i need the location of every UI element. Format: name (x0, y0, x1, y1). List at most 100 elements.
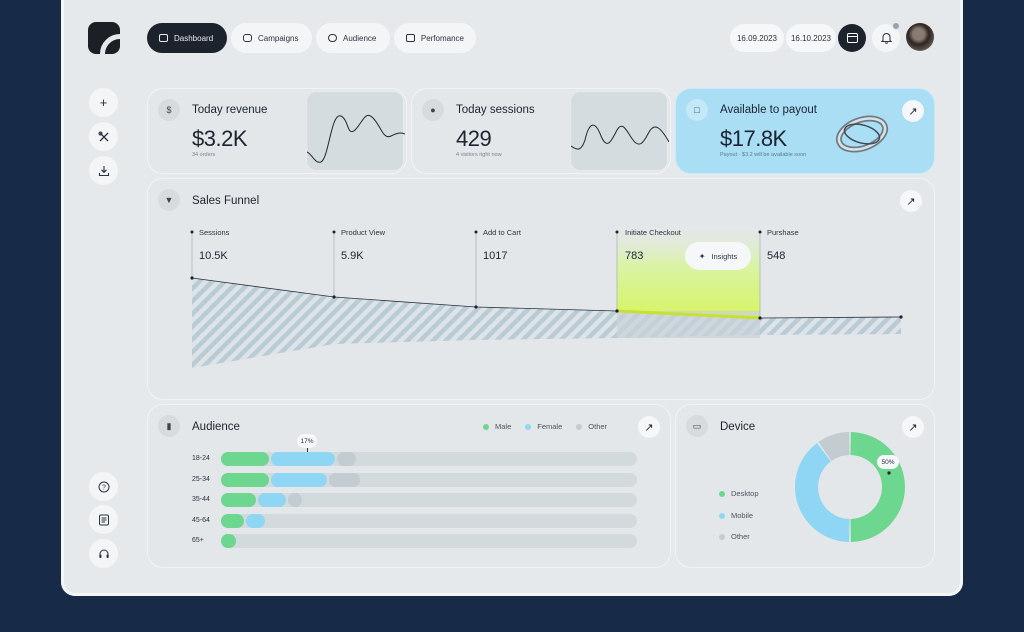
audience-bar-male[interactable] (221, 493, 257, 507)
plus-icon: + (99, 95, 108, 110)
audience-title: Audience (192, 421, 240, 433)
age-label: 45-64 (192, 516, 210, 524)
funnel-title: Sales Funnel (192, 195, 260, 207)
open-device-button[interactable]: ↗ (902, 416, 924, 438)
legend-mobile: Mobile (719, 511, 753, 520)
device-title: Device (720, 421, 756, 433)
wallet-icon (243, 34, 252, 42)
stage-value: 1017 (483, 250, 508, 262)
sessions-sparkline (570, 91, 670, 171)
tab-audience[interactable]: Audience (316, 23, 390, 53)
tools-icon (98, 131, 108, 141)
tab-performance[interactable]: Perfomance (394, 23, 476, 53)
insights-label: Insights (711, 251, 738, 261)
insights-button[interactable]: ✦ Insights (685, 242, 751, 270)
audience-bar-male[interactable] (221, 452, 269, 466)
ring-illustration (834, 111, 890, 157)
donut-callout-dot (887, 471, 891, 475)
age-label: 18-24 (192, 455, 210, 462)
legend-label: Mobile (731, 511, 754, 520)
audience-bar-female[interactable] (270, 452, 336, 466)
open-audience-button[interactable]: ↗ (638, 416, 660, 438)
age-label: 25-34 (192, 475, 210, 483)
stage-value: 10.5K (199, 250, 228, 262)
legend-swatch (719, 490, 725, 497)
age-label: 65+ (192, 537, 204, 544)
stage-label: Add to Cart (483, 228, 521, 237)
headset-icon (98, 549, 109, 558)
legend-other: Other (719, 532, 750, 541)
reports-button[interactable] (89, 505, 118, 534)
stage-label: Initiate Checkout (625, 228, 681, 237)
legend-desktop: Desktop (719, 489, 759, 498)
sessions-card: ● Today sessions 429 4 visitors right no… (411, 88, 671, 174)
donut-slice-desktop[interactable] (850, 432, 905, 542)
avatar[interactable] (906, 23, 934, 51)
audience-bar-female[interactable] (270, 472, 328, 487)
legend-swatch (576, 423, 583, 430)
audience-bar-other[interactable] (329, 472, 361, 487)
payout-title: Available to payout (720, 104, 817, 116)
device-donut (795, 432, 905, 542)
download-button[interactable] (89, 156, 118, 185)
money-bag-icon: $ (158, 99, 180, 121)
tab-dashboard[interactable]: Dashboard (147, 23, 227, 53)
stage-value: 783 (625, 250, 644, 262)
legend-other: Other (576, 422, 607, 431)
tab-label: Dashboard (174, 33, 214, 43)
tab-label: Audience (343, 33, 377, 43)
document-icon (98, 514, 109, 525)
brand-logo[interactable] (88, 22, 120, 54)
audience-bar-male[interactable] (221, 513, 244, 528)
legend-label: Other (731, 532, 750, 541)
audience-bar-male[interactable] (221, 472, 269, 487)
legend-swatch (525, 423, 532, 430)
legend-label: Desktop (731, 489, 759, 498)
legend-label: Male (495, 422, 512, 431)
audience-bar-female[interactable] (258, 493, 286, 507)
audience-callout: 17% (297, 434, 317, 448)
date-from[interactable]: 16.09.2023 (730, 24, 784, 52)
funnel-line (191, 277, 902, 319)
add-button[interactable]: + (89, 88, 118, 117)
donut-slice-mobile[interactable] (795, 442, 850, 542)
revenue-card: $ Today revenue $3.2K 34 orders (147, 88, 407, 174)
arrow-up-right-icon: ↗ (908, 421, 918, 434)
audience-bar-other[interactable] (337, 452, 357, 466)
audience-bar-female[interactable] (245, 513, 265, 528)
sessions-title: Today sessions (456, 104, 535, 116)
legend-label: Female (537, 422, 563, 431)
monitor-icon: ▭ (686, 415, 708, 437)
revenue-sub: 34 orders (192, 152, 216, 158)
revenue-sparkline (306, 91, 406, 171)
tools-button[interactable] (89, 122, 118, 151)
sessions-sub: 4 visitors right now (456, 152, 502, 158)
donut-slice-other[interactable] (818, 432, 850, 461)
open-payout-button[interactable]: ↗ (902, 100, 924, 122)
open-funnel-button[interactable]: ↗ (900, 190, 922, 212)
sparkle-icon: ✦ (698, 251, 706, 261)
bar-chart-icon: ▮ (158, 415, 180, 437)
legend-male: Male (483, 422, 511, 431)
date-to[interactable]: 16.10.2023 (786, 24, 836, 52)
calendar-button[interactable] (838, 24, 866, 52)
audience-bar-other[interactable] (287, 493, 303, 507)
sessions-value: 429 (456, 126, 492, 151)
legend-swatch (719, 533, 725, 540)
device-callout: 50% (877, 455, 899, 469)
help-button[interactable]: ? (89, 472, 118, 501)
audience-bar-male[interactable] (221, 534, 236, 548)
legend-label: Other (588, 422, 608, 431)
wallet-icon: □ (686, 99, 708, 121)
audience-callout-pointer (307, 448, 308, 452)
stage-value: 548 (767, 250, 786, 262)
support-button[interactable] (89, 539, 118, 568)
audience-bar-track (221, 493, 637, 507)
payout-value: $17.8K (720, 126, 787, 151)
tab-campaigns[interactable]: Campaigns (231, 23, 312, 53)
help-icon: ? (98, 481, 109, 492)
dashboard-icon (159, 34, 168, 42)
funnel-chart (190, 220, 903, 368)
age-label: 35-44 (192, 496, 210, 503)
audience-bar-track (221, 452, 637, 466)
